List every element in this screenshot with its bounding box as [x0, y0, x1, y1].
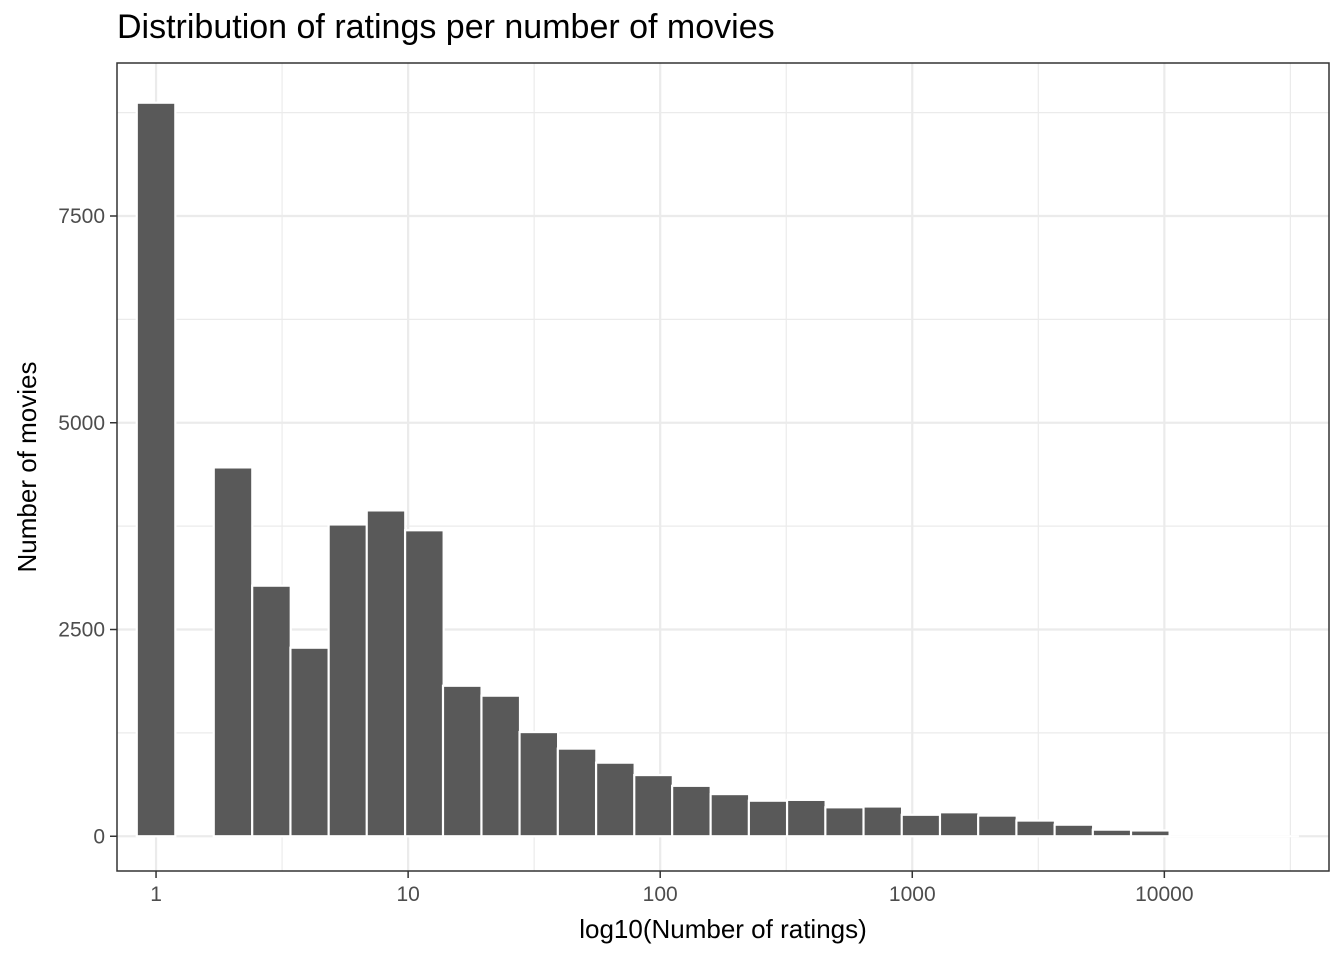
x-tick-label: 10000 — [1135, 883, 1193, 906]
histogram-bar — [251, 584, 292, 838]
y-tick-label: 2500 — [58, 619, 105, 642]
histogram-bar — [671, 784, 712, 838]
histogram-bar — [824, 806, 865, 838]
histogram-bar — [327, 523, 369, 838]
chart-title: Distribution of ratings per number of mo… — [117, 8, 775, 46]
histogram-bar — [1053, 823, 1095, 838]
y-axis-title: Number of movies — [12, 362, 42, 573]
histogram-bar — [977, 814, 1018, 838]
histogram-bar — [365, 509, 407, 838]
histogram-bar — [633, 773, 674, 838]
y-tick-label: 5000 — [58, 412, 105, 435]
histogram-bar — [1015, 819, 1057, 838]
histogram-bar — [212, 466, 254, 838]
histogram-bar — [785, 798, 827, 838]
histogram-bar — [1129, 829, 1171, 838]
histogram-bar — [709, 792, 751, 838]
histogram-bar — [1091, 828, 1133, 838]
x-tick-label: 10 — [396, 883, 419, 906]
axes: 0 2500 5000 7500 1 10 100 1000 10000 — [58, 205, 1193, 906]
x-tick-label: 1 — [150, 883, 162, 906]
histogram-bar — [403, 529, 445, 838]
histogram-bar — [480, 694, 522, 838]
histogram-bar — [441, 684, 483, 838]
histogram-bar — [289, 646, 331, 838]
histogram-bar — [862, 805, 904, 838]
x-axis-title: log10(Number of ratings) — [579, 914, 867, 944]
histogram-bar — [135, 101, 177, 838]
histogram-bar — [556, 747, 598, 838]
histogram-bar — [594, 761, 636, 838]
x-tick-label: 1000 — [889, 883, 936, 906]
histogram-bar — [900, 813, 942, 838]
histogram-bar — [938, 811, 980, 838]
x-tick-label: 100 — [643, 883, 678, 906]
bars — [135, 101, 1299, 838]
panel-border — [116, 62, 1330, 872]
histogram-bar — [518, 730, 560, 838]
histogram-bar — [747, 799, 789, 838]
y-tick-label: 7500 — [58, 205, 105, 228]
y-tick-label: 0 — [93, 825, 105, 848]
